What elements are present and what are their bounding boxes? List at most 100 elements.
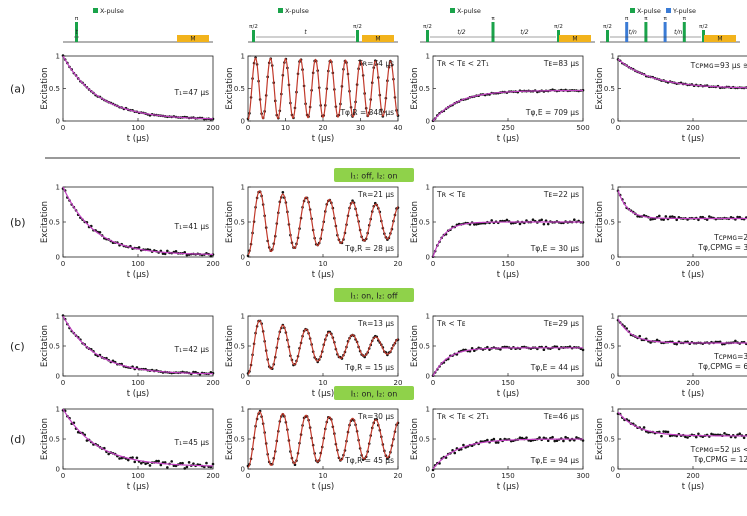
y-axis-label: Excitation [225, 418, 235, 460]
data-point [525, 436, 528, 439]
annotation-tphi-e: Tφ,E = 94 μs [530, 456, 579, 465]
x-tick-label: 10 [319, 472, 328, 480]
x-tick-label: 40 [394, 124, 403, 132]
y-tick-label: 1 [56, 313, 60, 321]
data-point [155, 459, 158, 463]
y-tick-label: 0.5 [419, 436, 430, 444]
y-axis-label: Excitation [225, 67, 235, 109]
x-axis-label: t (μs) [312, 482, 335, 492]
fit-curve [62, 186, 214, 255]
data-point [76, 430, 80, 434]
data-point [518, 222, 522, 226]
data-point [540, 218, 543, 222]
y-axis-label: Excitation [595, 201, 605, 243]
x-axis-label: t (μs) [312, 134, 335, 144]
x-tick-label: 0 [616, 379, 620, 387]
data-point [638, 334, 642, 338]
annotation-tphi-cpmg: Tφ,CPMG = 38 μs [697, 243, 747, 252]
fit-curve [247, 319, 399, 375]
data-point [664, 430, 668, 433]
pulse-bar [356, 30, 359, 42]
data-point [209, 370, 213, 374]
chart-panel-d-t1: 0 100 200 0 0.5 1 t (μs) Excitation T₁=45 μs [40, 406, 220, 493]
y-tick-label: 0 [426, 373, 430, 381]
pulse-label: π/2 [423, 24, 432, 30]
data-point [475, 223, 478, 226]
y-tick-label: 0 [426, 466, 430, 474]
row-label: (b) [10, 216, 26, 229]
x-tick-label: 10 [319, 260, 328, 268]
delay-label: t/2 [520, 29, 528, 36]
annotation-tphi-e: Tφ,E = 30 μs [530, 244, 579, 253]
data-point [473, 223, 476, 226]
data-point [581, 439, 585, 442]
delay-label: t/2 [457, 29, 465, 36]
x-axis-label: t (μs) [497, 482, 520, 492]
condition-label: I₁: off, I₂: on [350, 172, 397, 181]
data-point [581, 348, 585, 352]
data-point [742, 436, 746, 440]
x-axis-label: t (μs) [127, 270, 150, 280]
pulse-bar [557, 30, 560, 42]
data-point [551, 435, 554, 439]
pulse-bar [682, 22, 686, 42]
x-axis-label: t (μs) [497, 134, 520, 144]
row-label: (d) [10, 433, 26, 446]
legend-label: X-pulse [637, 7, 661, 15]
data-point [133, 460, 137, 464]
fit-curve [617, 411, 747, 437]
x-tick-label: 200 [686, 260, 699, 268]
x-tick-label: 20 [319, 124, 328, 132]
pulse-label: π/2 [353, 24, 362, 30]
x-tick-label: 0 [61, 260, 65, 268]
y-axis-label: Excitation [410, 67, 420, 109]
fit-curve [247, 57, 399, 120]
annotation-tcpmg: Tᴄᴘᴍɢ=93 μs ≅ 2T₁ [690, 61, 747, 70]
legend-label: X-pulse [457, 7, 481, 15]
data-point [135, 456, 139, 460]
x-tick-label: 10 [281, 124, 290, 132]
data-point [710, 432, 713, 436]
data-point [699, 215, 702, 219]
data-point [686, 436, 689, 439]
y-tick-label: 0 [56, 373, 60, 381]
x-axis-label: t (μs) [127, 389, 150, 399]
data-point [181, 461, 184, 465]
y-axis-label: Excitation [410, 325, 420, 367]
pulse-diagram-echo: X-pulse π/2 π π/2 t/2 t/2 M [420, 7, 595, 43]
measure-block [362, 35, 394, 42]
measure-block [177, 35, 209, 42]
y-axis-label: Excitation [410, 418, 420, 460]
data-point [185, 253, 189, 257]
pulse-label: π/2 [699, 24, 708, 30]
legend-swatch [450, 8, 455, 13]
measure-block [704, 35, 736, 42]
condition-label-bg [334, 288, 414, 302]
y-axis-label: Excitation [410, 201, 420, 243]
condition-label-bg [334, 168, 414, 182]
y-tick-label: 1 [611, 406, 615, 414]
x-tick-label: 300 [576, 472, 589, 480]
y-tick-label: 0.5 [604, 436, 615, 444]
data-point [529, 439, 533, 443]
annotation-t1: T₁=41 μs [174, 222, 210, 231]
data-point [675, 342, 678, 346]
data-point [542, 348, 546, 352]
annotation-ordering: Tʀ < Tᴇ [436, 190, 466, 199]
y-tick-label: 0.5 [604, 343, 615, 351]
row-label: (a) [10, 83, 25, 96]
x-tick-label: 0 [246, 379, 250, 387]
data-point [183, 467, 187, 470]
x-tick-label: 0 [431, 379, 435, 387]
fit-curve [247, 190, 399, 256]
y-tick-label: 0 [56, 466, 60, 474]
y-tick-label: 0.5 [419, 343, 430, 351]
y-axis-label: Excitation [40, 418, 50, 460]
data-point [738, 432, 742, 435]
data-point [662, 218, 665, 221]
annotation-te: Tᴇ=29 μs [543, 319, 579, 328]
y-tick-label: 0 [241, 373, 245, 381]
y-tick-label: 1 [241, 184, 245, 192]
